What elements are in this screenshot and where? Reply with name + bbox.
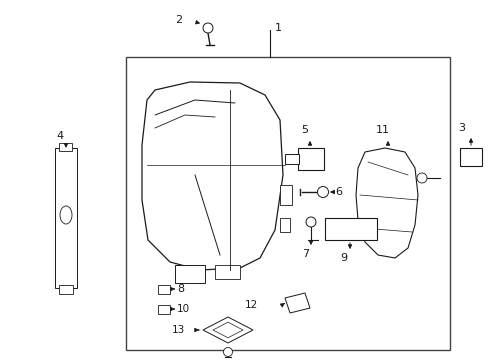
Text: 9: 9 <box>340 253 347 263</box>
Polygon shape <box>142 82 283 270</box>
Ellipse shape <box>60 206 72 224</box>
Bar <box>297 148 324 170</box>
Text: 6: 6 <box>334 187 341 197</box>
Polygon shape <box>285 293 309 313</box>
Bar <box>59 143 72 151</box>
Text: 8: 8 <box>177 284 184 294</box>
Bar <box>59 285 73 294</box>
Bar <box>158 305 170 314</box>
Bar <box>126 57 449 350</box>
Text: 2: 2 <box>175 15 182 25</box>
Polygon shape <box>355 148 417 258</box>
Text: 4: 4 <box>56 131 63 141</box>
Circle shape <box>305 217 315 227</box>
Text: 11: 11 <box>375 125 389 135</box>
Bar <box>215 265 240 279</box>
Circle shape <box>223 347 232 356</box>
Polygon shape <box>213 322 243 338</box>
Text: 10: 10 <box>177 304 190 314</box>
Bar <box>459 148 481 166</box>
Bar <box>325 218 376 240</box>
Bar <box>175 265 204 283</box>
Text: 3: 3 <box>458 123 465 133</box>
Text: 5: 5 <box>301 125 308 135</box>
Circle shape <box>416 173 426 183</box>
Bar <box>280 218 289 232</box>
Text: 13: 13 <box>171 325 184 335</box>
Polygon shape <box>203 317 252 343</box>
Bar <box>285 154 298 164</box>
Text: 1: 1 <box>274 23 282 33</box>
Circle shape <box>317 186 328 198</box>
Bar <box>280 185 291 205</box>
Circle shape <box>203 23 213 33</box>
Text: 7: 7 <box>302 249 309 259</box>
Bar <box>55 148 77 288</box>
Bar <box>158 285 170 294</box>
Text: 12: 12 <box>244 300 258 310</box>
